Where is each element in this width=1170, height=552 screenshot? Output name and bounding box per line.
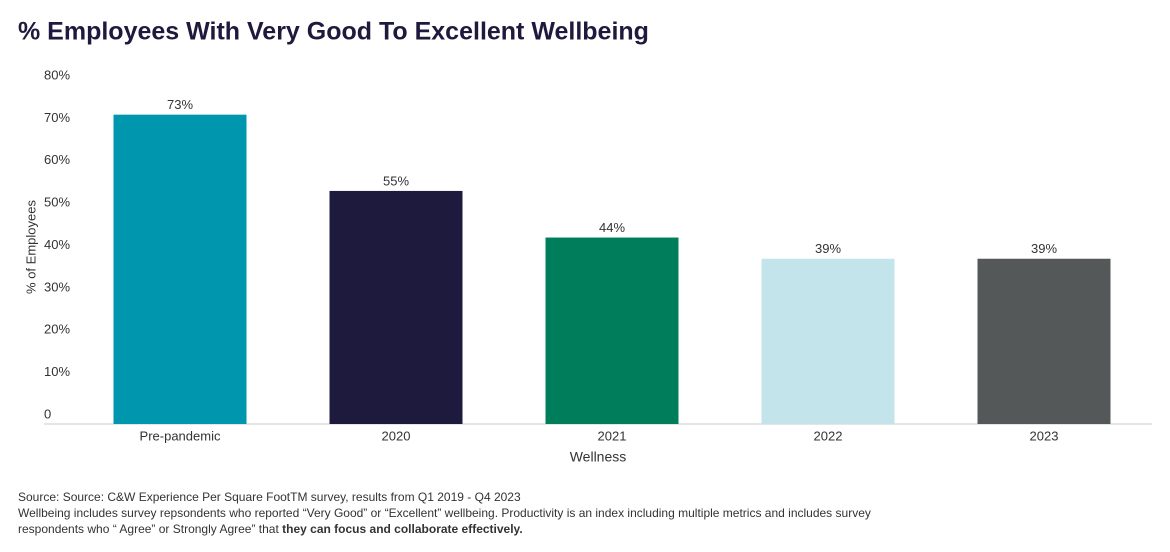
x-axis-label: Wellness <box>570 449 627 465</box>
chart-title: % Employees With Very Good To Excellent … <box>18 18 649 46</box>
footnote-text: respondents who “ Agree” or Strongly Agr… <box>18 522 279 536</box>
y-axis-label: % of Employees <box>23 200 38 294</box>
y-tick-label: 80% <box>44 67 70 82</box>
y-tick-label: 50% <box>44 195 70 210</box>
y-tick-label: 0 <box>44 406 51 421</box>
x-tick-label: 2021 <box>598 428 627 443</box>
bar <box>545 237 679 424</box>
chart: % Employees With Very Good To Excellent … <box>18 18 1152 465</box>
bar <box>113 114 247 424</box>
x-tick-label: 2022 <box>814 428 843 443</box>
data-label: 39% <box>1031 241 1057 256</box>
x-tick-label: Pre-pandemic <box>140 428 221 443</box>
data-label: 73% <box>167 97 193 112</box>
data-label: 55% <box>383 173 409 188</box>
y-tick-label: 10% <box>44 364 70 379</box>
bar <box>977 258 1111 424</box>
footnote: Source: Source: C&W Experience Per Squar… <box>18 489 871 537</box>
footnote-bold: they can focus and collaborate effective… <box>282 522 523 536</box>
y-tick-label: 60% <box>44 152 70 167</box>
x-tick-label: 2020 <box>382 428 411 443</box>
data-label: 39% <box>815 241 841 256</box>
data-label: 44% <box>599 220 625 235</box>
footnote-line: Wellbeing includes survey repsondents wh… <box>18 506 871 520</box>
y-tick-label: 70% <box>44 110 70 125</box>
bar <box>329 190 463 424</box>
y-tick-label: 40% <box>44 237 70 252</box>
footnote-line: respondents who “ Agree” or Strongly Agr… <box>18 521 871 537</box>
y-tick-label: 20% <box>44 322 70 337</box>
y-tick-label: 30% <box>44 279 70 294</box>
bar <box>761 258 895 424</box>
x-tick-label: 2023 <box>1030 428 1059 443</box>
footnote-source: Source: Source: C&W Experience Per Squar… <box>18 490 521 504</box>
